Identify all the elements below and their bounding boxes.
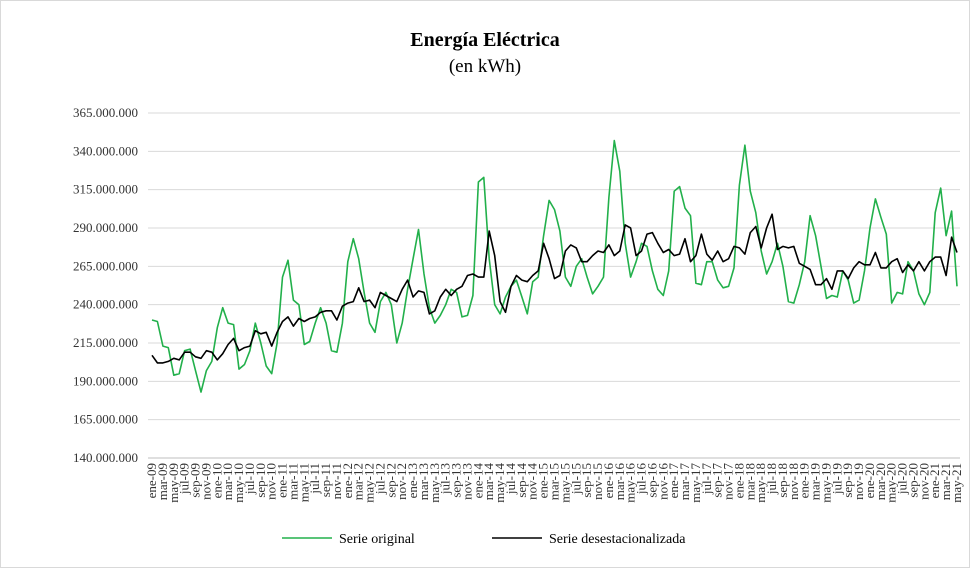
x-tick-label: nov-17 xyxy=(721,463,736,500)
x-tick-label: may-09 xyxy=(166,463,181,503)
x-tick-label: nov-11 xyxy=(329,463,344,499)
y-tick-label: 140.000.000 xyxy=(73,450,138,465)
x-tick-label: ene-09 xyxy=(144,463,159,498)
x-tick-label: may-11 xyxy=(296,463,311,502)
x-tick-label: mar-20 xyxy=(873,463,888,500)
legend-label: Serie desestacionalizada xyxy=(549,532,686,547)
y-tick-label: 215.000.000 xyxy=(73,335,138,350)
x-tick-label: mar-15 xyxy=(547,463,562,500)
x-tick-label: may-19 xyxy=(818,463,833,503)
x-tick-label: ene-20 xyxy=(862,463,877,498)
series-line xyxy=(151,139,958,393)
x-tick-label: sep-20 xyxy=(905,463,920,498)
x-tick-label: may-16 xyxy=(623,463,638,503)
x-tick-label: sep-10 xyxy=(253,463,268,498)
x-tick-label: ene-14 xyxy=(470,463,485,499)
x-tick-label: ene-18 xyxy=(731,463,746,498)
x-tick-label: may-20 xyxy=(884,463,899,503)
x-tick-label: mar-11 xyxy=(285,463,300,500)
x-tick-label: nov-15 xyxy=(590,463,605,500)
x-tick-label: sep-09 xyxy=(188,463,203,498)
x-tick-label: jul-16 xyxy=(634,463,649,496)
x-tick-label: jul-20 xyxy=(895,463,910,495)
x-tick-label: ene-15 xyxy=(536,463,551,498)
x-tick-label: jul-17 xyxy=(699,463,714,496)
x-tick-label: jul-12 xyxy=(372,463,387,495)
x-tick-label: sep-11 xyxy=(318,463,333,497)
x-tick-label: may-10 xyxy=(231,463,246,503)
x-tick-label: nov-19 xyxy=(851,463,866,500)
legend-label: Serie original xyxy=(339,532,415,547)
x-tick-label: ene-12 xyxy=(340,463,355,498)
x-tick-label: sep-15 xyxy=(579,463,594,498)
x-tick-label: nov-13 xyxy=(459,463,474,500)
y-tick-label: 265.000.000 xyxy=(73,258,138,273)
x-tick-label: mar-21 xyxy=(938,463,953,500)
x-tick-label: sep-13 xyxy=(449,463,464,498)
x-tick-label: sep-19 xyxy=(840,463,855,498)
x-tick-label: jul-13 xyxy=(438,463,453,495)
x-tick-label: may-21 xyxy=(949,463,964,503)
x-tick-label: ene-13 xyxy=(405,463,420,498)
x-tick-label: may-15 xyxy=(557,463,572,503)
x-tick-label: jul-14 xyxy=(503,463,518,496)
y-tick-label: 190.000.000 xyxy=(73,373,138,388)
x-tick-label: mar-13 xyxy=(416,463,431,500)
x-tick-label: jul-19 xyxy=(829,463,844,495)
x-tick-label: jul-11 xyxy=(307,463,322,495)
x-tick-label: ene-21 xyxy=(927,463,942,498)
x-tick-label: jul-09 xyxy=(177,463,192,495)
x-tick-label: mar-10 xyxy=(220,463,235,500)
x-tick-label: mar-16 xyxy=(612,463,627,501)
x-tick-label: sep-18 xyxy=(775,463,790,498)
x-tick-label: mar-19 xyxy=(808,463,823,500)
y-tick-label: 290.000.000 xyxy=(73,220,138,235)
x-tick-label: mar-18 xyxy=(742,463,757,500)
chart-title: Energía Eléctrica xyxy=(410,29,559,51)
y-tick-label: 340.000.000 xyxy=(73,143,138,158)
x-tick-label: sep-16 xyxy=(644,463,659,498)
x-tick-label: nov-12 xyxy=(394,463,409,500)
x-tick-label: ene-10 xyxy=(209,463,224,498)
x-tick-label: may-14 xyxy=(492,463,507,503)
x-tick-label: jul-18 xyxy=(764,463,779,495)
x-tick-label: sep-17 xyxy=(710,463,725,498)
x-tick-label: nov-18 xyxy=(786,463,801,500)
x-tick-label: ene-11 xyxy=(275,463,290,498)
y-tick-label: 165.000.000 xyxy=(73,412,138,427)
x-tick-label: jul-15 xyxy=(568,463,583,495)
x-tick-label: nov-10 xyxy=(264,463,279,500)
x-tick-label: may-18 xyxy=(753,463,768,503)
x-tick-label: mar-14 xyxy=(481,463,496,501)
x-tick-label: may-13 xyxy=(427,463,442,503)
chart-subtitle: (en kWh) xyxy=(449,56,521,77)
x-tick-label: mar-12 xyxy=(351,463,366,500)
x-tick-label: jul-10 xyxy=(242,463,257,495)
x-tick-label: nov-16 xyxy=(655,463,670,500)
y-tick-label: 365.000.000 xyxy=(73,105,138,120)
x-tick-label: ene-19 xyxy=(797,463,812,498)
x-tick-label: mar-09 xyxy=(155,463,170,500)
y-tick-label: 315.000.000 xyxy=(73,182,138,197)
x-tick-label: sep-14 xyxy=(514,463,529,498)
x-tick-label: mar-17 xyxy=(677,463,692,501)
x-tick-label: may-12 xyxy=(362,463,377,503)
series-line xyxy=(151,213,958,364)
x-tick-label: nov-09 xyxy=(198,463,213,500)
x-tick-label: ene-16 xyxy=(601,463,616,499)
x-tick-label: ene-17 xyxy=(666,463,681,499)
x-tick-label: may-17 xyxy=(688,463,703,503)
y-tick-label: 240.000.000 xyxy=(73,297,138,312)
x-tick-label: sep-12 xyxy=(383,463,398,498)
x-tick-label: nov-14 xyxy=(525,463,540,500)
x-tick-label: nov-20 xyxy=(916,463,931,500)
